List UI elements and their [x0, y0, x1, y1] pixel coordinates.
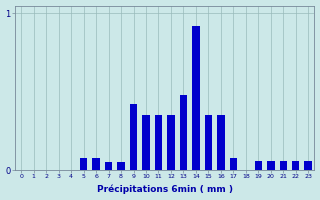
Bar [117, 162, 125, 170]
Bar [267, 161, 275, 170]
Bar [304, 161, 312, 170]
Bar [254, 161, 262, 170]
Bar [292, 161, 300, 170]
Bar [130, 104, 137, 170]
X-axis label: Précipitations 6min ( mm ): Précipitations 6min ( mm ) [97, 185, 233, 194]
Bar [279, 161, 287, 170]
Bar [142, 115, 150, 170]
Bar [155, 115, 162, 170]
Bar [92, 158, 100, 170]
Bar [105, 162, 112, 170]
Bar [167, 115, 175, 170]
Bar [217, 115, 225, 170]
Bar [192, 26, 200, 170]
Bar [229, 158, 237, 170]
Bar [180, 95, 187, 170]
Bar [80, 158, 87, 170]
Bar [204, 115, 212, 170]
